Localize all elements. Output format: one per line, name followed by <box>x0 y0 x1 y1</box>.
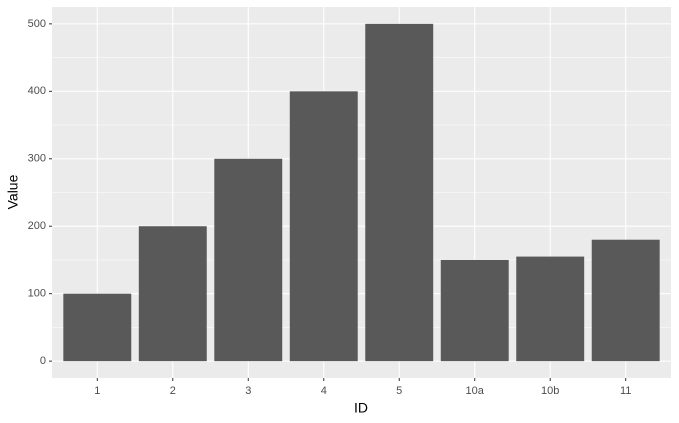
x-tick-label: 2 <box>170 385 176 397</box>
x-tick-label: 1 <box>94 385 100 397</box>
bar <box>63 293 132 362</box>
y-tick-label: 300 <box>28 153 46 165</box>
y-tick-label: 400 <box>28 85 46 97</box>
x-tick-label: 10b <box>541 385 559 397</box>
bar <box>214 158 283 362</box>
x-tick-label: 11 <box>620 385 631 397</box>
bar <box>591 239 660 362</box>
y-tick-label: 100 <box>28 288 46 300</box>
y-axis-title: Value <box>5 174 21 209</box>
bar <box>440 259 509 362</box>
x-tick-label: 3 <box>245 385 251 397</box>
y-tick-label: 500 <box>28 18 46 30</box>
bar <box>289 91 358 362</box>
y-tick-label: 0 <box>40 355 46 367</box>
bar <box>365 23 434 362</box>
x-axis-title: ID <box>354 400 368 416</box>
x-tick-label: 10a <box>466 385 485 397</box>
bars <box>63 23 660 362</box>
bar <box>516 256 585 362</box>
y-tick-label: 200 <box>28 220 46 232</box>
x-tick-label: 4 <box>321 385 327 397</box>
x-tick-label: 5 <box>396 385 402 397</box>
bar <box>138 226 207 362</box>
